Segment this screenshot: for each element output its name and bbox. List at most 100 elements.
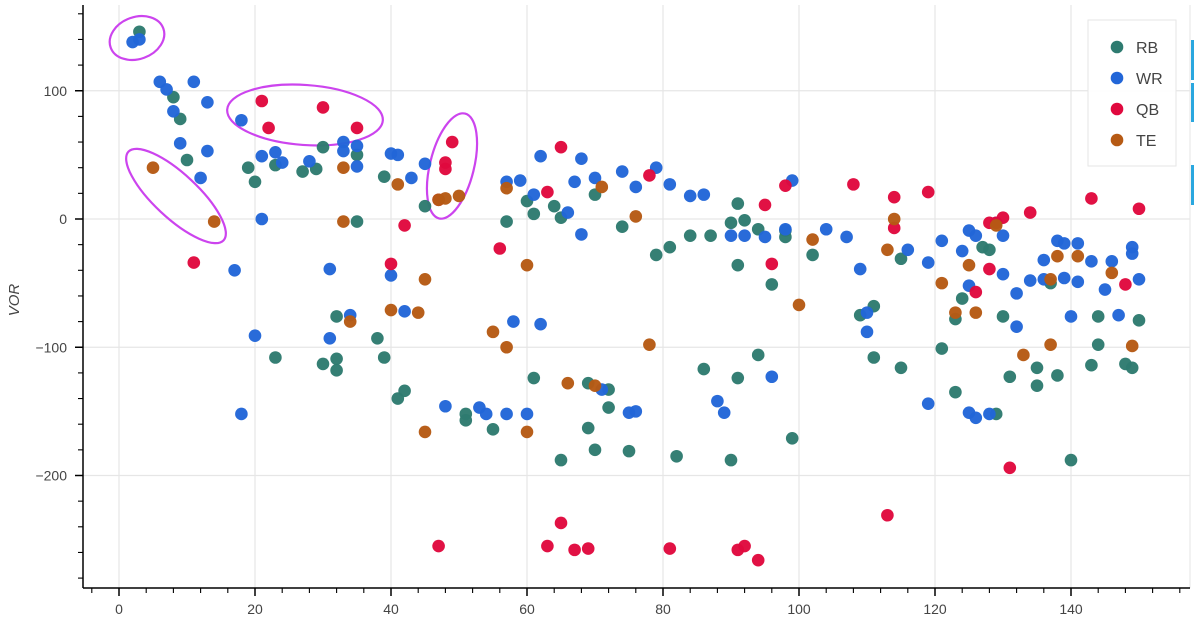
data-point-rb bbox=[350, 148, 364, 162]
data-point-wr bbox=[561, 206, 575, 219]
data-point-wr bbox=[921, 256, 935, 269]
data-point-wr bbox=[323, 331, 337, 345]
data-point-te bbox=[643, 338, 656, 351]
data-point-rb bbox=[1003, 370, 1017, 384]
data-point-wr bbox=[1085, 255, 1098, 268]
data-point-wr bbox=[955, 244, 969, 258]
data-point-wr bbox=[323, 262, 337, 276]
data-point-te bbox=[1017, 348, 1030, 362]
data-point-te bbox=[989, 219, 1003, 232]
data-point-wr bbox=[479, 407, 493, 421]
data-point-rb bbox=[241, 161, 255, 174]
data-point-qb bbox=[398, 219, 411, 232]
data-point-wr bbox=[996, 267, 1010, 281]
data-point-rb bbox=[704, 229, 717, 242]
data-point-wr bbox=[201, 95, 214, 109]
data-point-wr bbox=[1132, 272, 1146, 286]
data-point-rb bbox=[248, 175, 262, 189]
data-point-wr bbox=[303, 154, 316, 168]
data-point-rb bbox=[296, 165, 309, 178]
data-point-rb bbox=[554, 453, 568, 467]
data-point-te bbox=[500, 340, 513, 354]
data-point-qb bbox=[581, 542, 595, 555]
data-point-wr bbox=[194, 171, 207, 185]
data-point-wr bbox=[921, 397, 935, 410]
data-point-wr bbox=[248, 329, 262, 343]
y-axis-label: VOR bbox=[6, 284, 23, 317]
legend-swatch-qb bbox=[1110, 102, 1124, 116]
data-point-qb bbox=[187, 256, 201, 269]
data-point-te bbox=[935, 276, 949, 290]
data-point-rb bbox=[527, 207, 541, 221]
data-point-rb bbox=[371, 331, 384, 345]
data-point-qb bbox=[1085, 192, 1098, 205]
x-tick-label: 120 bbox=[923, 601, 947, 617]
data-point-te bbox=[1071, 249, 1085, 263]
data-point-qb bbox=[779, 179, 792, 192]
data-point-wr bbox=[1098, 283, 1112, 296]
data-point-qb bbox=[847, 178, 860, 191]
data-point-rb bbox=[1030, 379, 1044, 393]
data-point-wr bbox=[187, 75, 201, 89]
data-point-te bbox=[1051, 249, 1064, 263]
data-point-wr bbox=[629, 180, 643, 194]
data-point-wr bbox=[1057, 237, 1071, 250]
data-point-wr bbox=[167, 104, 180, 118]
data-point-wr bbox=[534, 149, 547, 163]
data-point-te bbox=[343, 315, 357, 328]
data-point-te bbox=[500, 181, 513, 195]
right-edge-marks bbox=[1191, 40, 1194, 205]
y-tick-label: 0 bbox=[59, 211, 67, 227]
data-point-wr bbox=[629, 405, 643, 418]
data-point-rb bbox=[330, 352, 343, 366]
data-point-wr bbox=[235, 113, 248, 127]
data-point-qb bbox=[541, 539, 554, 553]
highlight-ellipse bbox=[226, 83, 384, 147]
y-tick-label: 100 bbox=[44, 83, 68, 99]
data-point-rb bbox=[724, 453, 738, 467]
data-point-qb bbox=[541, 185, 554, 199]
data-point-wr bbox=[1125, 247, 1139, 260]
data-point-wr bbox=[588, 171, 602, 185]
data-point-wr bbox=[500, 407, 513, 421]
data-point-qb bbox=[384, 257, 398, 271]
data-point-te bbox=[969, 306, 983, 319]
data-point-qb bbox=[983, 262, 996, 276]
data-point-qb bbox=[554, 140, 568, 154]
highlight-ellipse bbox=[108, 14, 166, 62]
data-point-qb bbox=[1132, 202, 1146, 216]
data-point-te bbox=[1105, 266, 1119, 280]
data-point-te bbox=[806, 233, 819, 246]
data-point-wr bbox=[1010, 287, 1023, 300]
data-point-rb bbox=[588, 443, 602, 457]
data-point-qb bbox=[439, 156, 452, 169]
data-point-qb bbox=[751, 553, 765, 567]
data-point-qb bbox=[887, 190, 901, 204]
legend-box bbox=[1087, 19, 1177, 167]
data-point-wr bbox=[1071, 237, 1085, 250]
data-point-wr bbox=[350, 160, 364, 173]
data-point-te bbox=[949, 306, 962, 319]
data-point-wr bbox=[1037, 253, 1051, 267]
data-point-wr bbox=[160, 83, 173, 96]
data-point-rb bbox=[806, 248, 819, 262]
data-point-rb bbox=[731, 258, 745, 272]
data-point-rb bbox=[1091, 310, 1105, 323]
data-point-wr bbox=[758, 230, 772, 244]
data-point-wr bbox=[520, 407, 534, 421]
data-point-rb bbox=[983, 243, 996, 257]
data-point-wr bbox=[201, 144, 214, 158]
data-point-rb bbox=[1132, 314, 1146, 327]
data-point-te bbox=[1125, 339, 1139, 353]
data-point-qb bbox=[554, 516, 568, 530]
toolbar-edge-mark bbox=[1191, 165, 1194, 205]
data-point-rb bbox=[1064, 453, 1078, 467]
data-point-wr bbox=[779, 222, 792, 236]
data-point-wr bbox=[405, 171, 418, 185]
data-point-rb bbox=[1051, 369, 1064, 382]
legend-label-wr: WR bbox=[1136, 71, 1163, 88]
data-point-qb bbox=[262, 121, 275, 135]
toolbar-edge-mark bbox=[1191, 83, 1194, 122]
data-point-te bbox=[595, 180, 609, 194]
